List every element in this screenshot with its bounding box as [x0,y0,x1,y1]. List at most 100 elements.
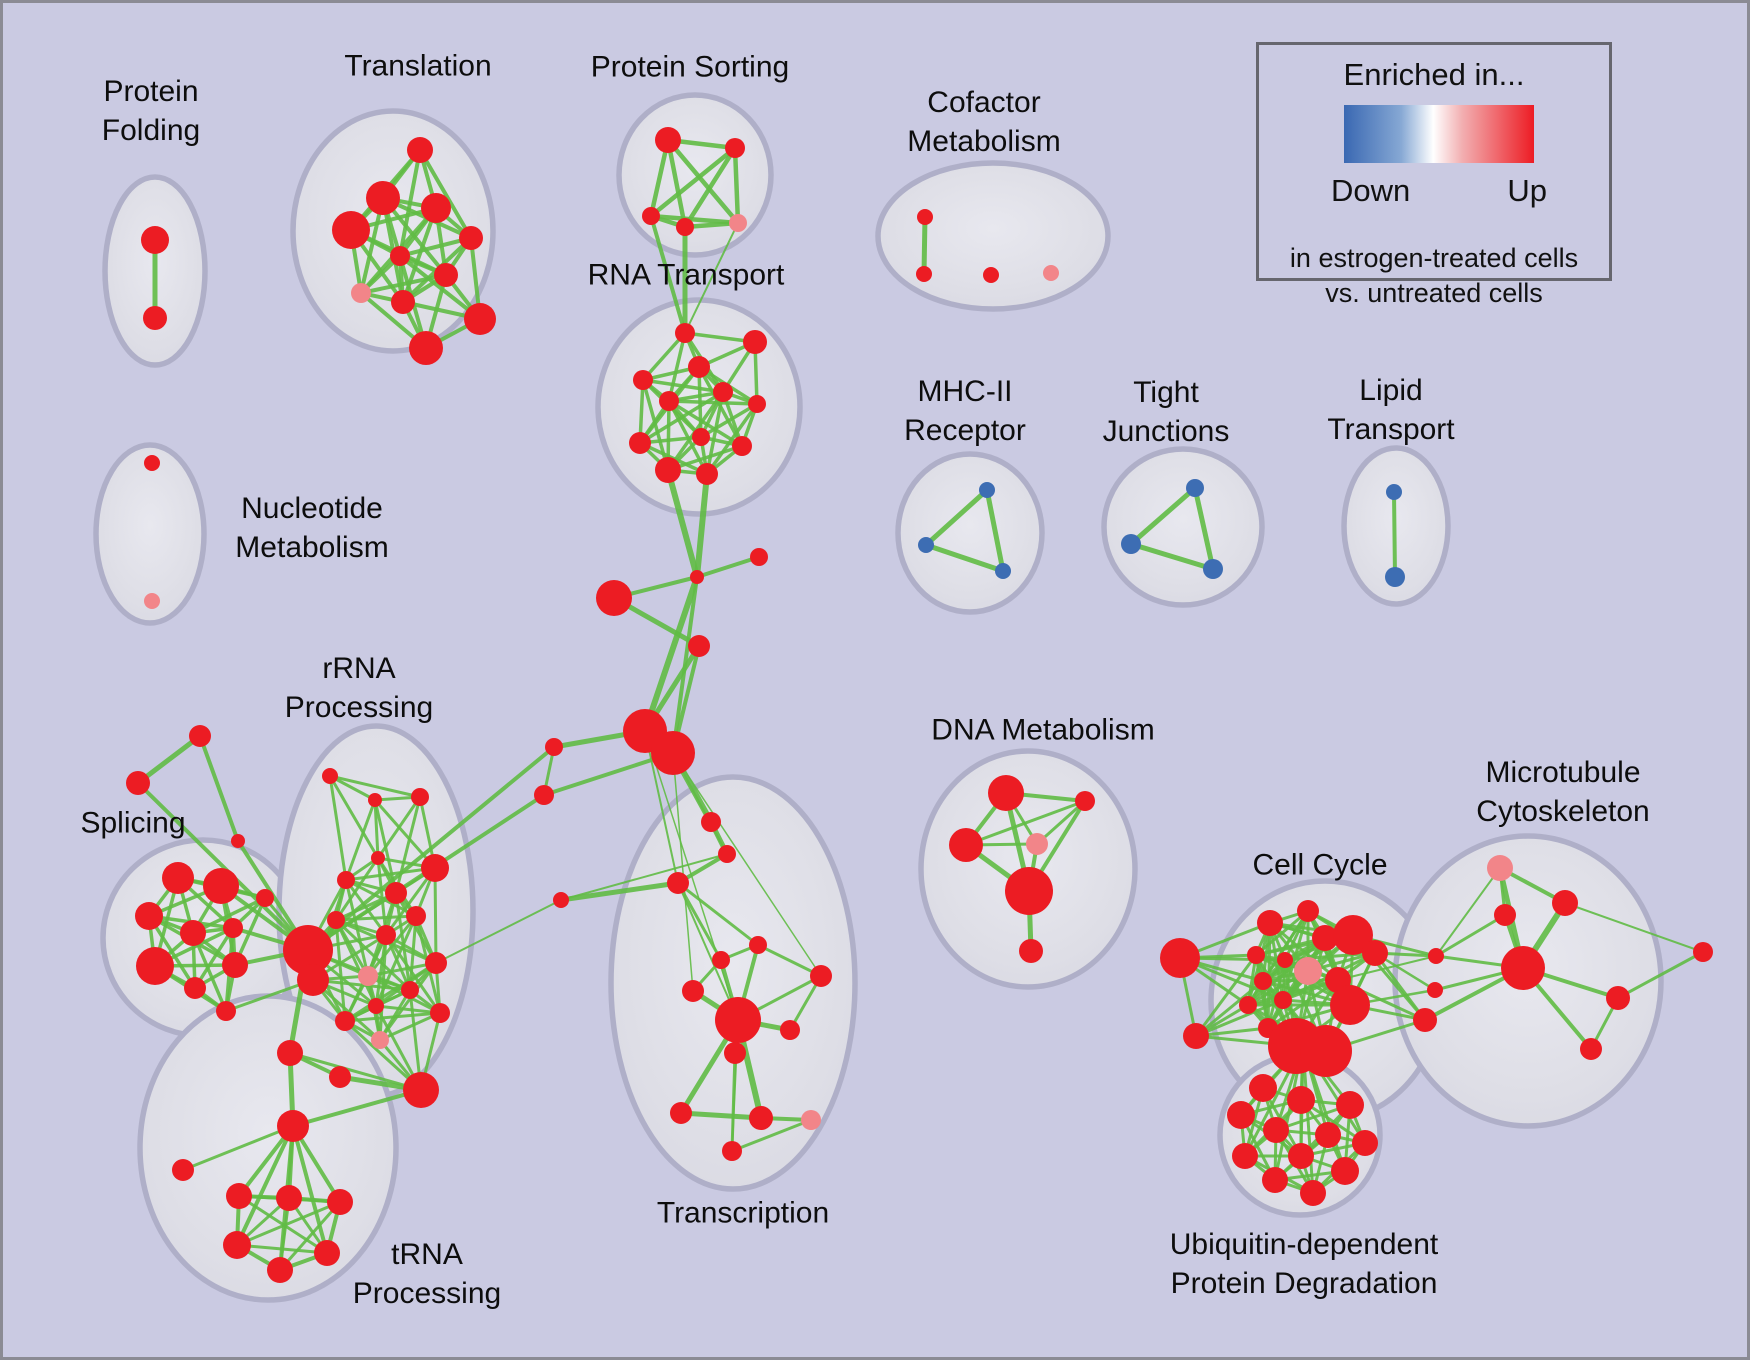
gene-set-node[interactable] [371,851,385,865]
gene-set-node[interactable] [126,771,150,795]
gene-set-node[interactable] [1043,265,1059,281]
gene-set-node[interactable] [667,872,689,894]
gene-set-node[interactable] [810,965,832,987]
gene-set-node[interactable] [1693,942,1713,962]
gene-set-node[interactable] [553,892,569,908]
gene-set-node[interactable] [406,906,426,926]
gene-set-node[interactable] [1257,910,1283,936]
gene-set-node[interactable] [780,1020,800,1040]
gene-set-node[interactable] [688,356,710,378]
gene-set-node[interactable] [675,323,695,343]
gene-set-node[interactable] [135,902,163,930]
gene-set-node[interactable] [1552,890,1578,916]
gene-set-node[interactable] [1019,939,1043,963]
gene-set-node[interactable] [1026,833,1048,855]
gene-set-node[interactable] [801,1110,821,1130]
gene-set-node[interactable] [276,1185,302,1211]
gene-set-node[interactable] [748,395,766,413]
gene-set-node[interactable] [690,570,704,584]
gene-set-node[interactable] [725,138,745,158]
gene-set-node[interactable] [283,925,333,975]
gene-set-node[interactable] [1297,900,1319,922]
gene-set-node[interactable] [1232,1143,1258,1169]
gene-set-node[interactable] [314,1240,340,1266]
gene-set-node[interactable] [749,1106,773,1130]
gene-set-node[interactable] [1254,972,1272,990]
gene-set-node[interactable] [421,193,451,223]
gene-set-node[interactable] [327,911,345,929]
gene-set-node[interactable] [1487,855,1513,881]
gene-set-node[interactable] [231,834,245,848]
gene-set-node[interactable] [358,966,378,986]
gene-set-node[interactable] [718,845,736,863]
gene-set-node[interactable] [403,1072,439,1108]
gene-set-node[interactable] [332,211,370,249]
gene-set-node[interactable] [1075,791,1095,811]
gene-set-node[interactable] [1428,948,1444,964]
gene-set-node[interactable] [407,137,433,163]
gene-set-node[interactable] [633,370,653,390]
gene-set-node[interactable] [421,854,449,882]
gene-set-node[interactable] [327,1189,353,1215]
gene-set-node[interactable] [983,267,999,283]
gene-set-node[interactable] [368,998,384,1014]
gene-set-node[interactable] [692,428,710,446]
gene-set-node[interactable] [1330,985,1370,1025]
gene-set-node[interactable] [701,812,721,832]
gene-set-node[interactable] [1274,991,1292,1009]
gene-set-node[interactable] [750,548,768,566]
gene-set-node[interactable] [655,127,681,153]
gene-set-node[interactable] [226,1183,252,1209]
gene-set-node[interactable] [144,593,160,609]
gene-set-node[interactable] [655,457,681,483]
gene-set-node[interactable] [1287,1086,1315,1114]
gene-set-node[interactable] [949,828,983,862]
gene-set-node[interactable] [1300,1180,1326,1206]
gene-set-node[interactable] [351,283,371,303]
gene-set-node[interactable] [642,207,660,225]
gene-set-node[interactable] [184,977,206,999]
gene-set-node[interactable] [1606,986,1630,1010]
gene-set-node[interactable] [1300,1025,1352,1077]
gene-set-node[interactable] [1315,1122,1341,1148]
gene-set-node[interactable] [1333,915,1373,955]
gene-set-node[interactable] [459,226,483,250]
gene-set-node[interactable] [371,1031,389,1049]
gene-set-node[interactable] [401,981,419,999]
gene-set-node[interactable] [1352,1130,1378,1156]
gene-set-node[interactable] [376,925,396,945]
gene-set-node[interactable] [688,635,710,657]
gene-set-node[interactable] [1386,484,1402,500]
gene-set-node[interactable] [409,331,443,365]
gene-set-node[interactable] [1183,1023,1209,1049]
gene-set-node[interactable] [390,246,410,266]
gene-set-node[interactable] [545,738,563,756]
gene-set-node[interactable] [391,290,415,314]
gene-set-node[interactable] [743,330,767,354]
gene-set-node[interactable] [715,997,761,1043]
gene-set-node[interactable] [223,918,243,938]
gene-set-node[interactable] [979,482,995,498]
gene-set-node[interactable] [1494,904,1516,926]
gene-set-node[interactable] [1277,952,1293,968]
gene-set-node[interactable] [1501,946,1545,990]
gene-set-node[interactable] [1227,1101,1255,1129]
gene-set-node[interactable] [916,266,932,282]
gene-set-node[interactable] [434,263,458,287]
gene-set-node[interactable] [1362,940,1388,966]
gene-set-node[interactable] [1288,1143,1314,1169]
gene-set-node[interactable] [713,382,733,402]
gene-set-node[interactable] [729,214,747,232]
gene-set-node[interactable] [189,725,211,747]
gene-set-node[interactable] [329,1066,351,1088]
gene-set-node[interactable] [162,862,194,894]
gene-set-node[interactable] [749,936,767,954]
gene-set-node[interactable] [335,1011,355,1031]
gene-set-node[interactable] [1263,1117,1289,1143]
gene-set-node[interactable] [724,1042,746,1064]
gene-set-node[interactable] [1203,559,1223,579]
gene-set-node[interactable] [534,785,554,805]
gene-set-node[interactable] [277,1040,303,1066]
gene-set-node[interactable] [425,952,447,974]
gene-set-node[interactable] [216,1001,236,1021]
